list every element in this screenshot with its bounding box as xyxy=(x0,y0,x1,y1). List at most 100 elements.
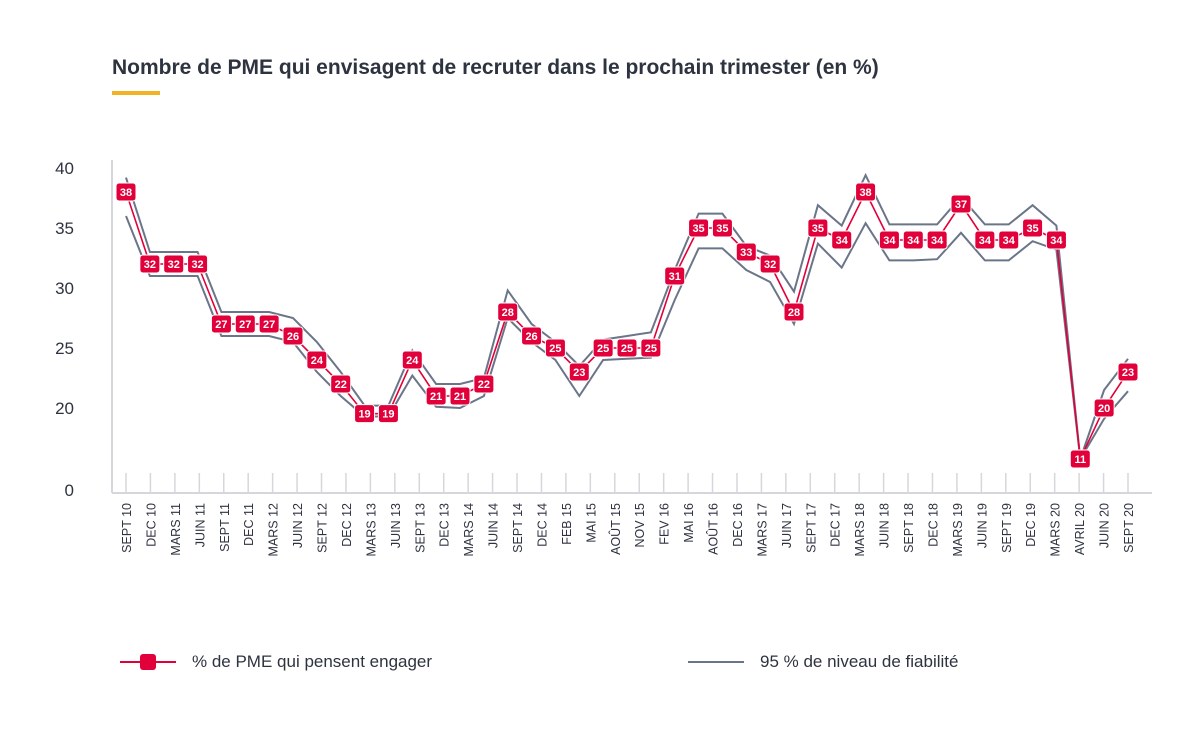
x-tick-label: JUIN 18 xyxy=(878,503,892,548)
x-tick-label: JUIN 17 xyxy=(780,503,794,548)
y-tick-label: 40 xyxy=(55,159,74,178)
data-point-marker xyxy=(187,254,209,274)
y-tick-label: 0 xyxy=(65,481,74,500)
data-label: 25 xyxy=(645,343,657,355)
data-point-marker xyxy=(210,314,232,334)
data-label: 22 xyxy=(478,379,490,391)
x-tick-label: FEB 15 xyxy=(560,503,574,545)
data-point-marker xyxy=(115,182,137,202)
data-label: 32 xyxy=(168,259,180,271)
data-label: 28 xyxy=(788,307,800,319)
x-tick-label: MARS 17 xyxy=(755,503,769,557)
data-point-marker xyxy=(855,182,877,202)
x-tick-label: JUIN 20 xyxy=(1098,503,1112,548)
x-tick-label: DEC 18 xyxy=(926,503,940,547)
data-point-marker xyxy=(282,326,304,346)
x-tick-label: JUIN 12 xyxy=(291,503,305,548)
data-label: 19 xyxy=(358,409,370,421)
data-label: 24 xyxy=(406,355,419,367)
data-label: 27 xyxy=(263,319,275,331)
data-point-marker xyxy=(950,194,972,214)
data-label: 33 xyxy=(740,247,752,259)
data-label: 22 xyxy=(335,379,347,391)
confidence-lower-line xyxy=(125,215,1129,463)
data-point-marker xyxy=(425,386,447,406)
x-tick-label: JUIN 14 xyxy=(487,503,501,548)
data-label: 25 xyxy=(597,343,609,355)
data-point-marker xyxy=(497,302,519,322)
data-point-marker xyxy=(902,230,924,250)
x-tick-label: SEPT 14 xyxy=(511,503,525,553)
x-tick-label: DEC 13 xyxy=(438,503,452,547)
x-tick-label: MAI 15 xyxy=(584,503,598,543)
data-point-marker xyxy=(354,404,376,424)
x-tick-label: DEC 12 xyxy=(340,503,354,547)
data-label: 35 xyxy=(716,223,728,235)
legend-label-confidence: 95 % de niveau de fiabilité xyxy=(760,652,959,671)
x-tick-label: MARS 20 xyxy=(1049,503,1063,557)
y-tick-label: 20 xyxy=(55,399,74,418)
x-tick-label: MARS 19 xyxy=(951,503,965,557)
data-label: 28 xyxy=(502,307,514,319)
data-point-marker xyxy=(473,374,495,394)
data-point-marker xyxy=(377,404,399,424)
x-tick-label: SEPT 12 xyxy=(316,503,330,553)
data-point-marker xyxy=(330,374,352,394)
data-point-marker xyxy=(878,230,900,250)
x-tick-label: AOÛT 15 xyxy=(608,503,623,555)
x-tick-label: DEC 10 xyxy=(144,503,158,547)
data-point-marker xyxy=(521,326,543,346)
data-point-marker xyxy=(234,314,256,334)
x-tick-label: MARS 12 xyxy=(267,503,281,557)
data-label: 20 xyxy=(1098,403,1110,415)
x-tick-label: DEC 19 xyxy=(1024,503,1038,547)
x-tick-label: DEC 11 xyxy=(242,503,256,546)
x-tick-label: MARS 18 xyxy=(853,503,867,557)
data-point-marker xyxy=(688,218,710,238)
data-label: 34 xyxy=(836,235,849,247)
data-point-marker xyxy=(1069,449,1091,469)
data-label: 26 xyxy=(525,331,537,343)
x-tick-label: SEPT 11 xyxy=(218,503,232,552)
data-point-marker xyxy=(711,218,733,238)
x-tick-label: JUIN 13 xyxy=(389,503,403,548)
x-tick-label: AVRIL 20 xyxy=(1073,503,1087,555)
x-tick-label: DEC 14 xyxy=(535,503,549,547)
data-point-marker xyxy=(926,230,948,250)
chart-title: Nombre de PME qui envisagent de recruter… xyxy=(112,56,879,79)
data-label: 27 xyxy=(239,319,251,331)
legend-item-main-series: % de PME qui pensent engager xyxy=(118,652,432,672)
data-label: 27 xyxy=(215,319,227,331)
x-tick-label: SEPT 17 xyxy=(804,503,818,553)
data-label: 23 xyxy=(1122,367,1134,379)
x-tick-label: JUIN 19 xyxy=(975,503,989,548)
data-label: 38 xyxy=(859,187,871,199)
legend-item-confidence: 95 % de niveau de fiabilité xyxy=(686,652,958,672)
legend-line-icon xyxy=(688,661,744,663)
data-point-marker xyxy=(998,230,1020,250)
x-tick-label: DEC 17 xyxy=(829,503,843,547)
data-label: 25 xyxy=(621,343,633,355)
x-tick-label: SEPT 19 xyxy=(1000,503,1014,553)
data-point-marker xyxy=(640,338,662,358)
data-label: 32 xyxy=(764,259,776,271)
data-label: 21 xyxy=(430,391,442,403)
data-point-marker xyxy=(258,314,280,334)
x-tick-label: DEC 16 xyxy=(731,503,745,547)
data-point-marker xyxy=(449,386,471,406)
x-tick-label: MARS 11 xyxy=(169,503,183,556)
data-point-marker xyxy=(592,338,614,358)
data-label: 34 xyxy=(1003,235,1016,247)
data-label: 34 xyxy=(979,235,992,247)
data-point-marker xyxy=(759,254,781,274)
data-point-marker xyxy=(807,218,829,238)
data-label: 38 xyxy=(120,187,132,199)
x-tick-label: FEV 16 xyxy=(658,503,672,545)
x-tick-label: NOV 15 xyxy=(633,503,647,548)
legend-label-main-series: % de PME qui pensent engager xyxy=(192,652,433,671)
data-label: 34 xyxy=(931,235,944,247)
legend-marker-icon xyxy=(120,654,176,670)
data-label: 37 xyxy=(955,199,967,211)
data-label: 35 xyxy=(1026,223,1038,235)
data-point-marker xyxy=(1093,398,1115,418)
